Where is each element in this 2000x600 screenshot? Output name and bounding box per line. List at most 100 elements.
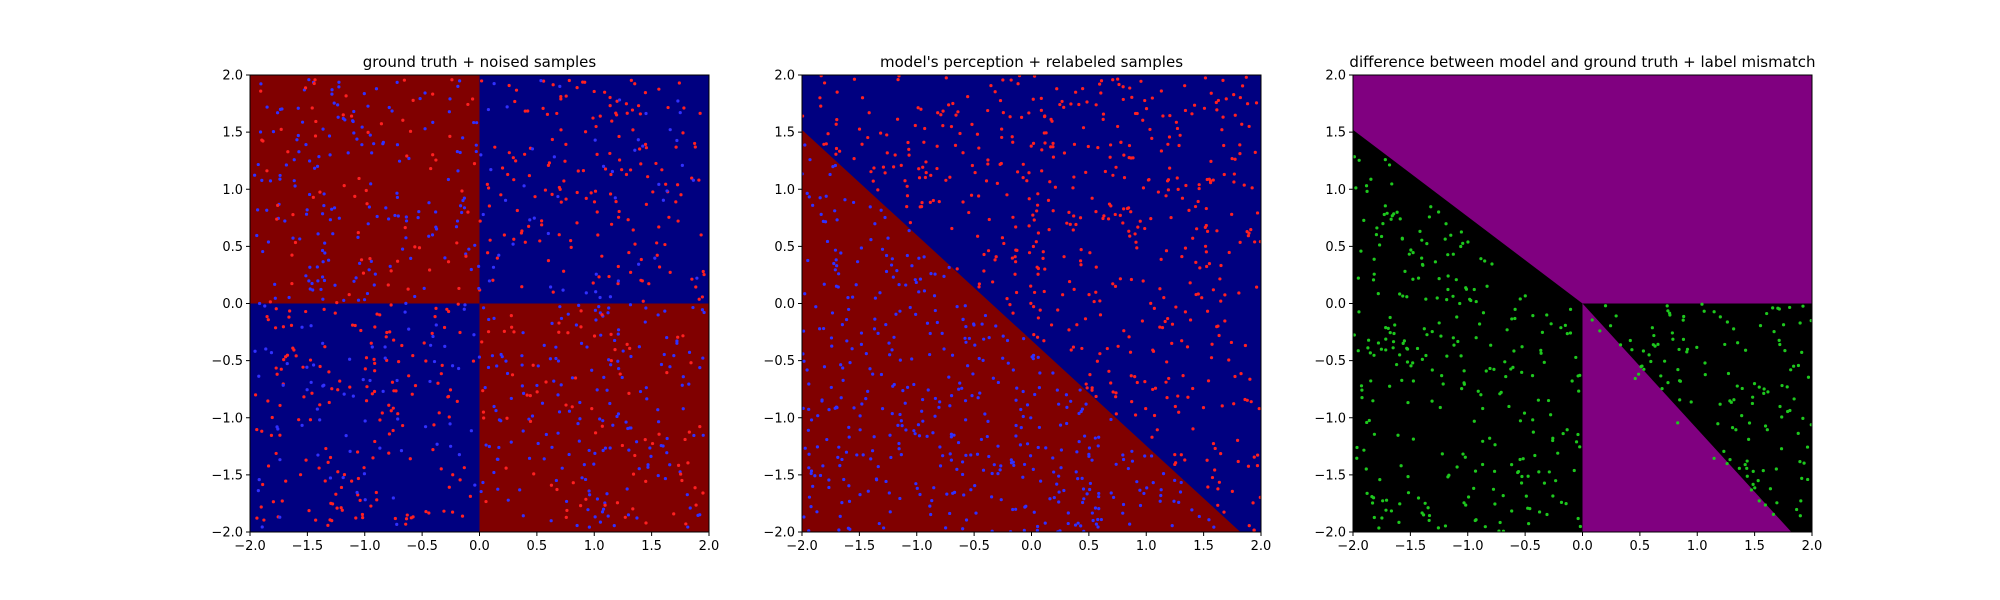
data-point: [1122, 207, 1126, 211]
data-point: [907, 147, 911, 152]
data-point: [1019, 426, 1023, 430]
data-point: [1167, 135, 1172, 139]
x-tick-label: −0.5: [958, 539, 990, 554]
data-point: [473, 483, 477, 487]
data-point: [1065, 221, 1069, 225]
data-point: [369, 504, 373, 508]
data-point: [1406, 400, 1410, 405]
data-point: [877, 521, 881, 526]
data-point: [491, 265, 496, 269]
data-point: [832, 261, 836, 266]
data-point: [1056, 308, 1060, 312]
data-point: [631, 128, 635, 132]
data-point: [960, 460, 965, 464]
data-point: [273, 326, 278, 330]
data-point: [1681, 337, 1686, 341]
data-point: [395, 378, 399, 383]
data-point: [665, 451, 669, 455]
data-point: [825, 239, 830, 244]
data-point: [521, 391, 526, 395]
data-point: [1155, 428, 1159, 432]
data-point: [1027, 251, 1032, 255]
data-point: [986, 162, 990, 166]
data-point: [1074, 470, 1078, 474]
data-point: [961, 527, 965, 531]
data-point: [1184, 183, 1188, 188]
data-point: [366, 104, 370, 108]
data-point: [1379, 347, 1383, 351]
data-point: [362, 92, 366, 96]
data-point: [346, 151, 350, 155]
data-point: [616, 264, 620, 269]
y-tick-label: 2.0: [1325, 69, 1346, 84]
data-point: [873, 317, 877, 321]
data-point: [883, 171, 887, 175]
data-point: [368, 133, 372, 137]
data-point: [1121, 511, 1125, 515]
data-point: [600, 510, 605, 514]
data-point: [603, 503, 607, 507]
data-point: [680, 163, 684, 167]
data-point: [310, 281, 314, 286]
y-tick-label: 0.0: [774, 297, 795, 312]
data-point: [327, 258, 331, 262]
data-point: [1055, 388, 1059, 392]
data-point: [1393, 323, 1397, 327]
data-point: [608, 446, 612, 450]
data-point: [342, 392, 346, 396]
data-point: [947, 103, 951, 107]
data-point: [308, 418, 313, 422]
data-point: [504, 359, 508, 363]
data-point: [542, 343, 546, 348]
data-point: [1176, 394, 1180, 398]
data-point: [1159, 488, 1163, 492]
data-point: [509, 440, 513, 444]
data-point: [564, 515, 568, 519]
data-point: [884, 322, 888, 327]
data-point: [591, 281, 595, 285]
data-point: [639, 162, 643, 166]
data-point: [1209, 159, 1213, 163]
data-point: [595, 497, 600, 501]
data-point: [336, 388, 340, 392]
data-point: [922, 140, 926, 144]
data-point: [342, 183, 346, 188]
data-point: [977, 194, 981, 198]
data-point: [1464, 503, 1468, 507]
data-point: [488, 238, 492, 242]
data-point: [1183, 310, 1188, 314]
data-point: [255, 516, 259, 520]
data-point: [276, 203, 280, 207]
data-point: [827, 478, 831, 482]
data-point: [1175, 126, 1180, 131]
data-point: [552, 379, 556, 383]
data-point: [287, 295, 291, 300]
background-regions: [250, 75, 709, 532]
data-point: [931, 198, 935, 203]
data-point: [1068, 222, 1072, 226]
data-point: [349, 114, 354, 118]
data-point: [1170, 524, 1174, 528]
data-point: [839, 363, 843, 367]
data-point: [431, 334, 435, 339]
data-point: [577, 303, 581, 307]
data-point: [831, 164, 835, 169]
data-point: [375, 498, 379, 502]
data-point: [1142, 491, 1146, 496]
data-point: [549, 519, 553, 523]
data-point: [1237, 291, 1241, 295]
data-point: [875, 478, 879, 482]
data-point: [589, 191, 593, 195]
data-point: [520, 363, 524, 367]
data-point: [681, 334, 685, 338]
x-tick-label: 2.0: [699, 539, 720, 554]
data-point: [634, 440, 639, 444]
data-point: [982, 252, 986, 257]
data-point: [958, 381, 962, 385]
data-point: [1365, 491, 1369, 495]
data-point: [1464, 286, 1468, 290]
data-point: [938, 464, 943, 468]
data-point: [1151, 348, 1155, 352]
data-point: [1559, 326, 1563, 330]
data-point: [1101, 112, 1106, 116]
